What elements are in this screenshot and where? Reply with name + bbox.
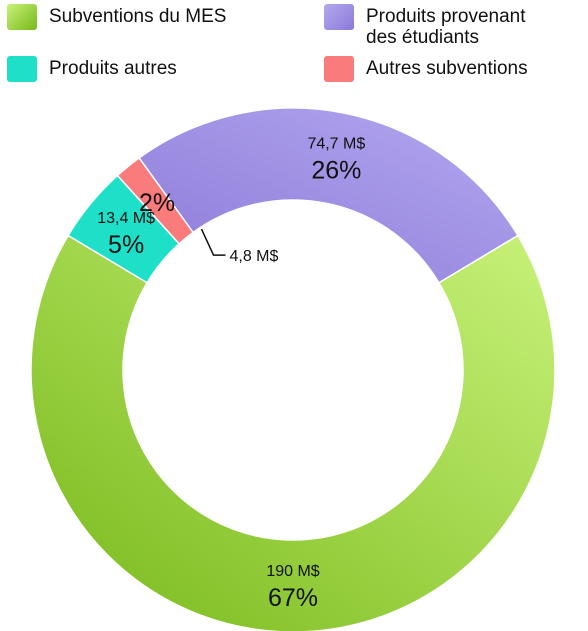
slice-value-label: 4,8 M$ [229, 248, 278, 265]
legend-label: Produits provenant des étudiants [366, 6, 526, 48]
slice-value-label: 13,4 M$ [97, 210, 155, 227]
legend-swatch [7, 4, 37, 30]
legend-item: Produits autres [7, 56, 177, 82]
legend-label: Autres subventions [366, 58, 528, 79]
slice-percent-label: 26% [311, 156, 361, 184]
slice-percent-label: 2% [139, 189, 175, 217]
donut-labels: 190 M$ 67% 13,4 M$ 5% 2% 4,8 M$ 74,7 M$ 26% [97, 135, 365, 612]
slice-percent-label: 67% [268, 584, 318, 612]
donut-slices [30, 107, 556, 631]
slice-percent-label: 5% [108, 231, 144, 259]
legend-swatch [324, 4, 354, 30]
chart-legend: Subventions du MES Produits provenant de… [0, 0, 588, 90]
slice-value-label: 74,7 M$ [307, 135, 365, 152]
slice [138, 107, 519, 284]
legend-label: Produits autres [49, 58, 177, 79]
legend-label: Subventions du MES [49, 6, 227, 27]
slice [30, 234, 556, 631]
slice-value-label: 190 M$ [266, 563, 319, 580]
legend-item: Autres subventions [324, 56, 528, 82]
leader-line [200, 228, 226, 256]
legend-item: Produits provenant des étudiants [324, 4, 526, 48]
legend-swatch [7, 56, 37, 82]
legend-swatch [324, 56, 354, 82]
legend-item: Subventions du MES [7, 4, 226, 30]
